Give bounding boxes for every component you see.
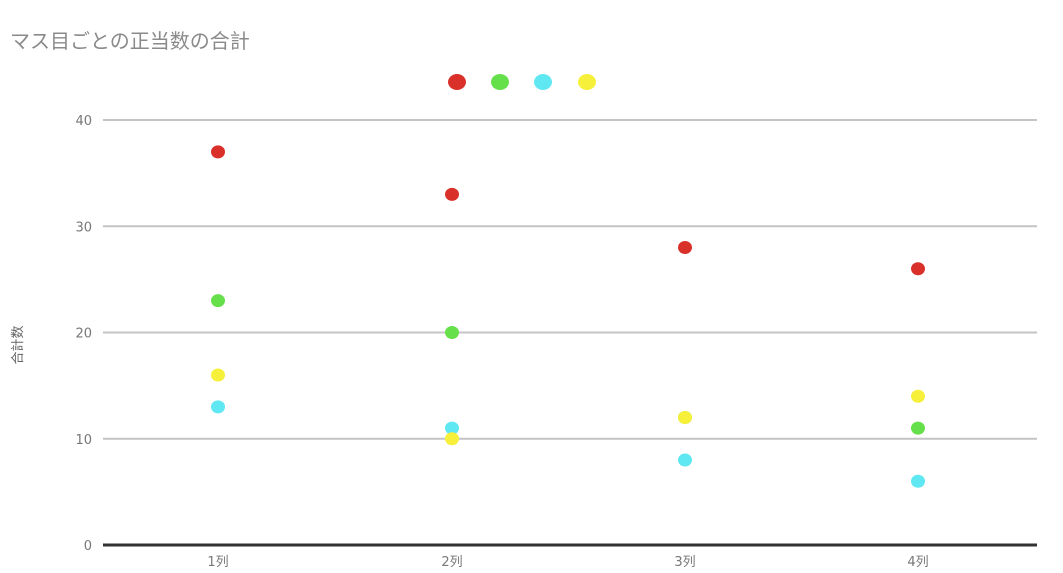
legend-marker bbox=[448, 74, 466, 90]
data-point bbox=[911, 474, 925, 488]
y-tick-label: 20 bbox=[75, 327, 92, 342]
data-point bbox=[678, 241, 692, 254]
legend-marker bbox=[578, 74, 596, 90]
data-point bbox=[445, 187, 459, 201]
data-point bbox=[445, 421, 459, 435]
y-tick-label: 10 bbox=[75, 433, 92, 448]
data-point bbox=[911, 421, 925, 435]
data-points bbox=[211, 145, 925, 488]
data-point bbox=[211, 145, 225, 159]
data-point bbox=[445, 326, 459, 339]
y-axis-label: 合計数 bbox=[10, 325, 26, 364]
legend-marker bbox=[534, 74, 552, 90]
data-point bbox=[211, 400, 225, 414]
y-tick-label: 40 bbox=[75, 114, 92, 129]
data-point bbox=[678, 411, 692, 424]
x-tick-label: 4列 bbox=[907, 555, 928, 569]
x-axis-tick-labels: 1列 2列 3列 4列 bbox=[207, 555, 928, 570]
data-point bbox=[911, 389, 925, 403]
legend-marker bbox=[491, 74, 509, 90]
data-point bbox=[445, 432, 459, 446]
data-point bbox=[911, 262, 925, 276]
y-tick-label: 0 bbox=[84, 539, 92, 554]
x-tick-label: 2列 bbox=[441, 555, 462, 569]
chart-title: マス目ごとの正当数の合計 bbox=[10, 29, 250, 53]
y-tick-label: 30 bbox=[75, 220, 92, 235]
data-point bbox=[211, 294, 225, 308]
data-point bbox=[211, 368, 225, 382]
x-tick-label: 1列 bbox=[207, 555, 228, 569]
x-tick-label: 3列 bbox=[674, 555, 695, 569]
data-point bbox=[678, 453, 692, 467]
y-axis-tick-labels: 0 10 20 30 40 bbox=[75, 114, 92, 554]
legend bbox=[448, 74, 596, 90]
gridlines bbox=[103, 119, 1037, 547]
